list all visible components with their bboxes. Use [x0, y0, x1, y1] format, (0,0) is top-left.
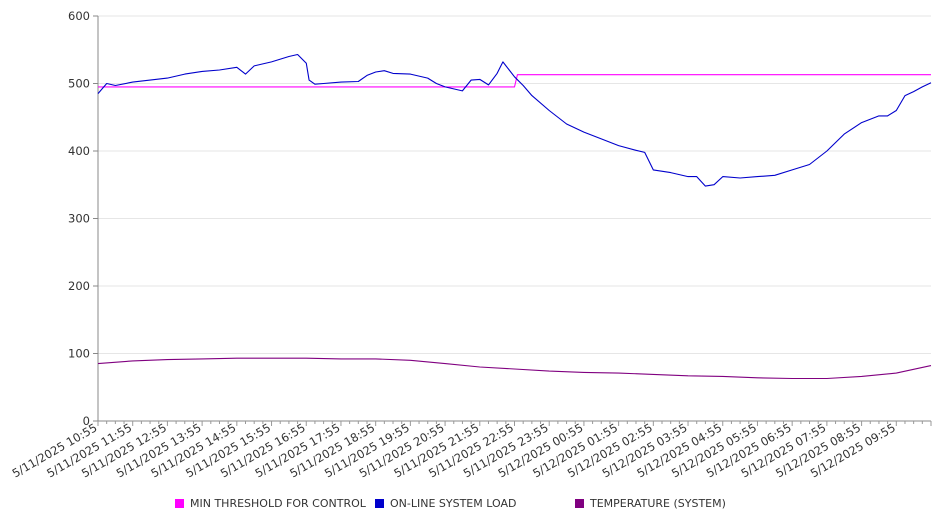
legend-label-system-load: ON-LINE SYSTEM LOAD [390, 497, 517, 510]
series-line-system-load [97, 53, 932, 187]
legend-swatch-system-load [375, 499, 384, 508]
y-tick-label: 600 [68, 9, 90, 23]
y-tick-label: 300 [68, 212, 90, 226]
legend-swatch-temperature [575, 499, 584, 508]
y-tick-label: 500 [68, 77, 90, 91]
y-tick-label: 200 [68, 279, 90, 293]
legend-label-threshold: MIN THRESHOLD FOR CONTROL [190, 497, 366, 510]
legend-item-temperature[interactable]: TEMPERATURE (SYSTEM) [575, 497, 726, 510]
legend-item-system-load[interactable]: ON-LINE SYSTEM LOAD [375, 497, 516, 510]
series-line-temperature [97, 357, 932, 380]
x-axis-ticks: 5/11/2025 10:555/11/2025 11:555/11/2025 … [10, 420, 932, 480]
y-tick-label: 400 [68, 144, 90, 158]
gridlines [98, 15, 931, 354]
y-tick-label: 100 [68, 347, 90, 361]
legend-swatch-threshold [175, 499, 184, 508]
legend: MIN THRESHOLD FOR CONTROL ON-LINE SYSTEM… [0, 497, 946, 515]
series-lines [97, 53, 932, 380]
legend-label-temperature: TEMPERATURE (SYSTEM) [590, 497, 726, 510]
series-line-threshold [98, 74, 931, 88]
legend-item-threshold[interactable]: MIN THRESHOLD FOR CONTROL [175, 497, 366, 510]
y-tick-label: 0 [83, 414, 90, 428]
y-axis-ticks: 0 100 200 300 400 500 600 [68, 9, 98, 428]
